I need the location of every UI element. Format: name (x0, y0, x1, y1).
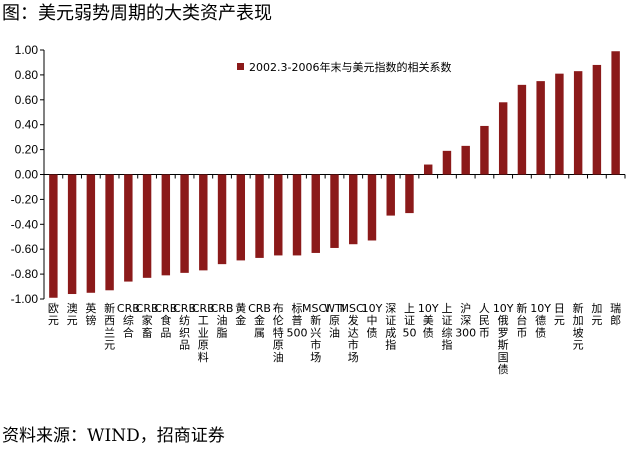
category-label: 10Y 德债 (530, 302, 551, 339)
bar (367, 174, 377, 241)
category-label: 上证 50 (402, 302, 416, 339)
category-label: 日元 (554, 302, 565, 327)
category-label: WTI 原油 (324, 302, 345, 339)
y-tick-label: -0.80 (11, 267, 39, 281)
bar (423, 164, 433, 175)
page-title: 图：美元弱势周期的大类资产表现 (2, 3, 272, 24)
y-tick-label: 0.80 (15, 68, 39, 82)
category-label: 新西兰元 (104, 301, 115, 352)
category-label: CRB 工业原料 (192, 302, 215, 364)
y-tick-label: -0.20 (11, 192, 39, 206)
bar (442, 150, 452, 175)
bar (330, 174, 339, 248)
bar (592, 64, 602, 175)
category-label: 新台币 (516, 301, 527, 339)
bar (236, 174, 246, 261)
bar (105, 174, 114, 291)
bar (349, 174, 358, 245)
y-tick-label: 0.40 (15, 118, 39, 132)
category-label: CRB 纺织品 (173, 302, 196, 352)
category-label: 欧元 (48, 302, 59, 327)
bar (124, 174, 133, 282)
category-label: CRB 家畜 (136, 302, 159, 339)
y-tick-label: -1.00 (11, 292, 39, 306)
category-label: 新加坡元 (573, 301, 584, 352)
category-label: MSCI 发达市场 (340, 302, 367, 364)
category-label: 黄金 (235, 301, 246, 327)
category-label: CRB 油脂 (211, 302, 234, 339)
bar (67, 174, 77, 295)
bar (480, 125, 489, 175)
y-tick-label: -0.60 (11, 242, 39, 256)
bar (161, 174, 171, 276)
legend-swatch (237, 63, 244, 70)
category-label: 澳元 (67, 302, 78, 327)
bar (292, 174, 302, 256)
category-label: 10Y 俄罗斯国债 (493, 302, 514, 376)
bar (555, 73, 564, 175)
category-label: CRB 食品 (154, 302, 177, 339)
category-label: MSCI 新兴市场 (302, 302, 329, 364)
bar (498, 102, 508, 175)
bar (49, 174, 58, 298)
bar (86, 174, 96, 293)
bar (274, 174, 283, 256)
category-label: 沪深 300 (455, 301, 476, 339)
category-label: 深证成指 (385, 302, 396, 352)
category-label: CRB 金属 (248, 302, 271, 339)
bar (311, 174, 320, 253)
source-note: 资料来源：WIND，招商证券 (2, 426, 225, 446)
category-label: 标普 500 (287, 301, 308, 339)
category-label: 瑞郎 (610, 301, 621, 327)
bar (405, 174, 414, 214)
bar (573, 71, 583, 175)
legend-label: 2002.3-2006年末与美元指数的相关系数 (249, 60, 451, 74)
category-label: 布伦特原油 (273, 302, 284, 364)
bar (611, 51, 620, 175)
bar (217, 174, 227, 265)
bar (386, 174, 395, 216)
bar (199, 174, 208, 271)
category-label: 10Y 美债 (418, 302, 439, 339)
y-tick-label: 0.20 (15, 143, 39, 157)
y-tick-label: 0.60 (15, 93, 39, 107)
bar (180, 174, 189, 273)
y-tick-label: 1.00 (15, 43, 39, 57)
bar (461, 145, 470, 175)
y-tick-label: 0.00 (15, 168, 39, 182)
y-tick-label: -0.40 (11, 217, 39, 231)
category-label: CRB 综合 (117, 302, 140, 339)
category-label: 加元 (591, 302, 602, 327)
bar (536, 81, 545, 175)
category-label: 英镑 (85, 301, 96, 327)
bar (517, 84, 527, 175)
category-label: 人民币 (479, 302, 490, 339)
bar (255, 174, 264, 258)
category-label: 10Y 中债 (362, 302, 383, 339)
bar (142, 174, 152, 278)
category-label: 上证综指 (441, 302, 452, 352)
